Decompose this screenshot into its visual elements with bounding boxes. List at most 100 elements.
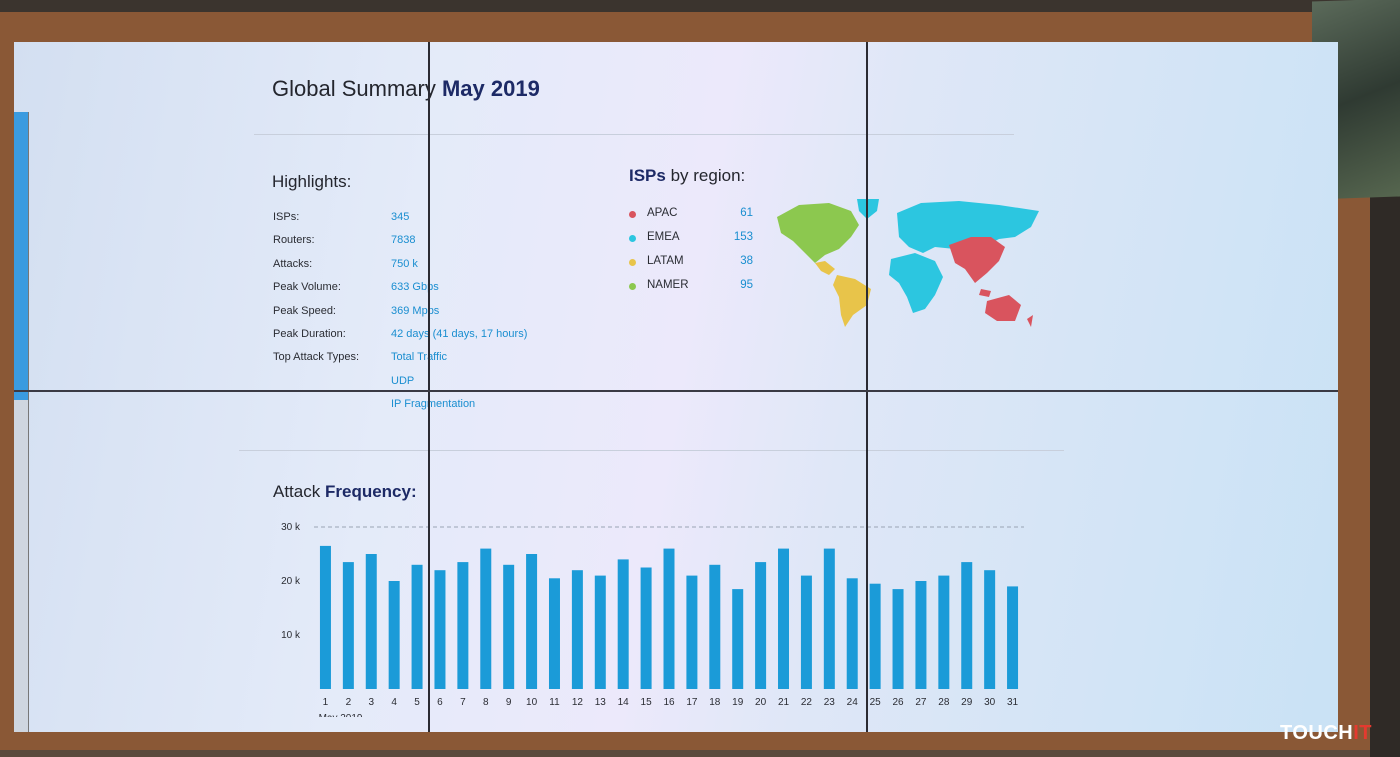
screen-seam [866,42,868,732]
bar [365,554,377,689]
bar [457,562,469,689]
bar [617,559,629,689]
isps-heading: ISPs by region: [629,166,745,186]
x-tick-label: 30 [984,697,996,708]
highlight-label: Peak Speed: [273,304,336,317]
highlight-label: Peak Duration: [273,328,346,340]
highlight-value: 7838 [391,234,416,247]
bar [411,564,423,689]
x-tick-label: 26 [892,697,904,708]
bar [526,554,538,689]
highlight-value: 42 days (41 days, 17 hours) [391,328,528,340]
bar [869,583,881,689]
attack-frequency-heading: Attack Frequency: [273,482,417,502]
x-tick-label: 7 [460,697,466,708]
x-tick-label: 15 [641,697,653,708]
highlight-label: Routers: [273,234,315,247]
greenland-shape [857,199,879,219]
x-tick-label: 13 [595,697,607,708]
bar [846,578,858,689]
x-tick-label: 16 [663,697,675,708]
apac-region [949,237,1033,327]
highlight-label: Attacks: [273,257,313,270]
highlights-heading: Highlights: [272,172,352,191]
bar [594,575,606,689]
bar [1007,586,1019,689]
legend-region-count: 61 [740,207,753,219]
x-tick-label: 12 [572,697,584,708]
y-tick-label: 30 k [281,522,301,533]
side-window-sliver [14,112,29,732]
x-tick-label: 14 [618,697,630,708]
emea-region [857,199,1039,313]
x-tick-label: 5 [414,697,420,708]
screen-seam [14,390,1338,392]
legend-dot-icon [629,235,636,242]
highlight-label: Peak Volume: [273,281,341,294]
x-tick-label: 8 [483,697,489,708]
bar [686,575,698,689]
indonesia-shape [979,289,991,297]
legend-dot-icon [629,211,636,218]
bar [480,548,492,689]
x-tick-label: 21 [778,697,790,708]
asia-shape [949,237,1005,283]
highlight-value: 750 k [391,257,418,270]
video-wall-screen: Global Summary May 2019 Highlights: ISPs… [14,42,1338,732]
attack-frequency-bold: Frequency: [324,482,417,501]
legend-region-name: NAMER [647,279,689,291]
x-tick-label: 22 [801,697,813,708]
new-zealand-shape [1027,315,1033,327]
south-america-shape [833,275,871,327]
bar [342,562,354,689]
isps-heading-rest: by region: [670,166,746,185]
x-tick-label: 10 [526,697,538,708]
legend-region-count: 38 [740,255,753,267]
attack-frequency-chart: 10 k20 k30 k1 2 3 4 5 6 7 8 9 10 11 12 13 14 15 16 17 18 1… [281,522,1024,717]
title-period: May 2019 [441,76,540,101]
x-tick-label: 18 [709,697,721,708]
attack-frequency-prefix: Attack [273,482,321,501]
bar [434,570,446,689]
central-america-shape [815,261,835,275]
x-tick-label: 17 [686,697,698,708]
x-tick-label: 4 [391,697,397,708]
bar [732,589,744,689]
legend-region-name: APAC [647,207,678,219]
highlight-value: IP Fragmentation [391,398,476,411]
bar [571,570,583,689]
title-prefix: Global Summary [272,76,436,101]
divider [254,134,1014,135]
x-tick-label: 28 [938,697,950,708]
bar [961,562,973,689]
x-tick-label: 19 [732,697,744,708]
legend-dot-icon [629,283,636,290]
x-tick-label: 11 [549,697,560,708]
isps-heading-bold: ISPs [629,166,666,185]
bar [548,578,560,689]
eurasia-shape [897,201,1039,253]
bar [709,564,721,689]
legend-region-name: LATAM [647,255,684,267]
bar [915,581,927,689]
x-tick-label: 27 [915,697,927,708]
highlight-label: Top Attack Types: [273,351,360,364]
x-tick-label: 6 [437,697,443,708]
x-tick-label: 3 [368,697,374,708]
bar [319,545,331,689]
legend-region-count: 153 [733,231,753,243]
bar [938,575,950,689]
bar [823,548,835,689]
bar [800,575,812,689]
y-tick-label: 10 k [281,630,301,641]
highlight-value: 633 Gbps [391,281,439,294]
x-tick-label: 20 [755,697,767,708]
bar [892,589,904,689]
bar [663,548,675,689]
y-tick-label: 20 k [281,576,301,587]
bar [503,564,515,689]
namer-region [777,203,859,263]
divider [239,450,1064,451]
x-tick-label: 23 [824,697,836,708]
highlight-value: 345 [391,211,410,223]
